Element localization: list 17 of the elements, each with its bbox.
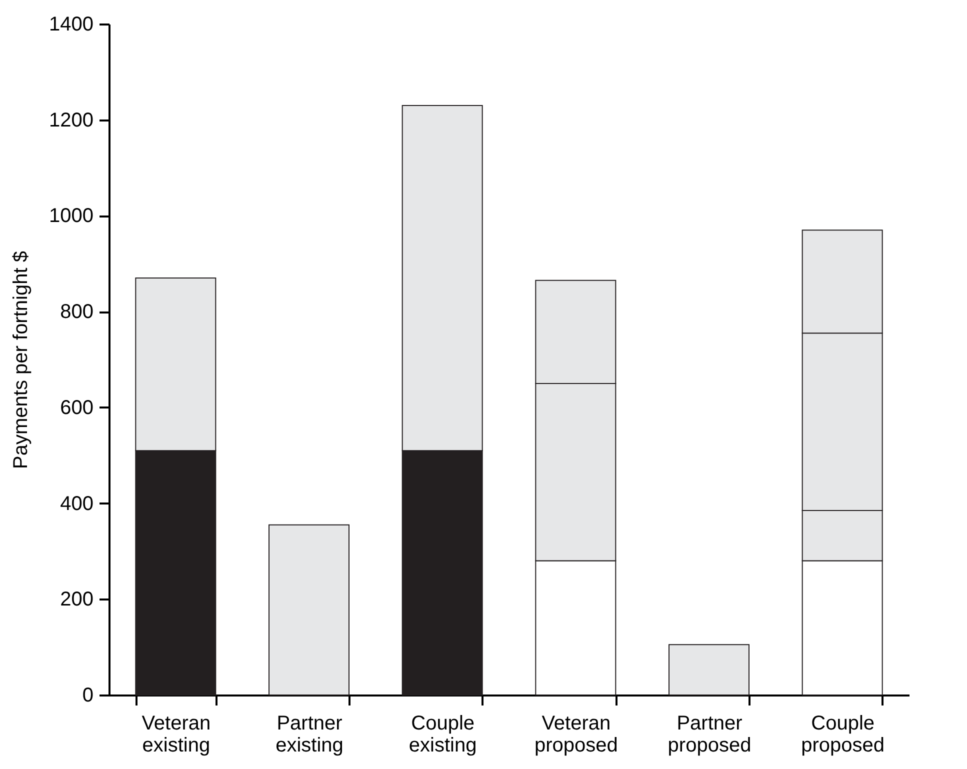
y-tick-label: 600 [60, 396, 94, 419]
y-axis-title: Payments per fortnight $ [10, 251, 32, 469]
y-tick-label: 800 [60, 301, 94, 324]
bar [668, 644, 750, 696]
y-tick-label: 1400 [49, 14, 94, 36]
bar [268, 524, 350, 696]
y-tick-label: 1000 [49, 205, 94, 228]
x-tick-label: Couple existing [408, 712, 477, 756]
y-tick-label: 200 [60, 588, 94, 611]
x-tick-label: Partner existing [276, 712, 344, 756]
x-tick-label: Veteran existing [142, 712, 211, 756]
y-tick-label: 1200 [49, 109, 94, 132]
x-tick-label: Couple proposed [801, 712, 885, 756]
y-tick-label: 400 [60, 492, 94, 515]
y-tick-label: 0 [82, 684, 94, 706]
x-tick-label: Partner proposed [668, 712, 752, 756]
x-tick-label: Veteran proposed [534, 712, 618, 756]
